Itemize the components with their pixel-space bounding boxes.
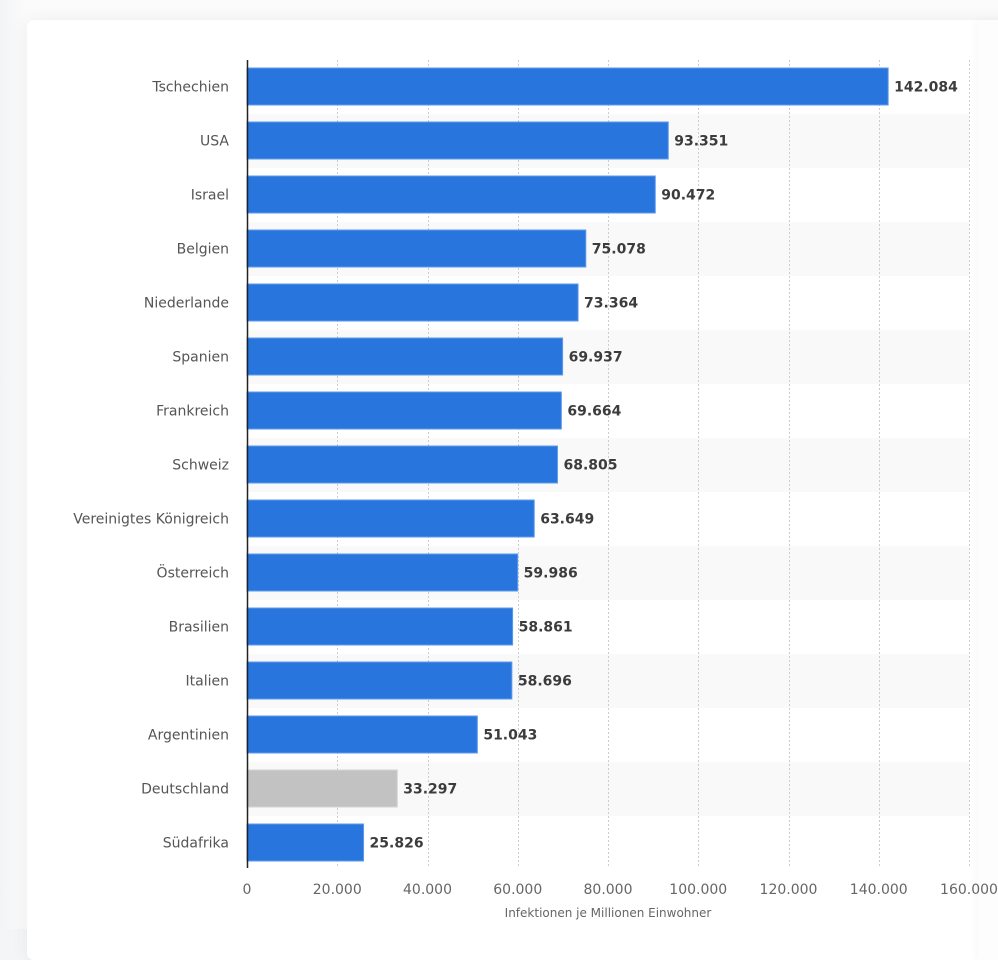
value-label: 69.937 xyxy=(569,350,623,366)
category-label: Belgien xyxy=(177,242,229,258)
value-labels: 142.084 93.351 90.472 75.078 73.364 69.937 69.… xyxy=(370,80,959,852)
category-label: Deutschland xyxy=(141,782,229,798)
value-label: 59.986 xyxy=(524,566,578,582)
category-label: Vereinigtes Königreich xyxy=(73,512,229,528)
bar-deutschland[interactable] xyxy=(246,769,398,808)
x-tick-label: 120.000 xyxy=(760,882,818,898)
value-label: 142.084 xyxy=(894,80,958,96)
category-label: Argentinien xyxy=(148,728,229,744)
category-label: Italien xyxy=(186,674,229,690)
bar-israel[interactable] xyxy=(246,175,656,214)
bar-tschechien[interactable] xyxy=(246,67,889,106)
category-label: Frankreich xyxy=(156,404,229,420)
category-label: Schweiz xyxy=(172,458,229,474)
bar-brasilien[interactable] xyxy=(246,607,514,646)
category-label: Niederlande xyxy=(144,296,229,312)
value-label: 68.805 xyxy=(563,458,617,474)
bar-usa[interactable] xyxy=(246,121,669,160)
bar-niederlande[interactable] xyxy=(246,283,579,322)
value-label: 75.078 xyxy=(592,242,646,258)
x-tick-labels: 0 20.000 40.000 60.000 80.000 100.000 120.000 1… xyxy=(243,882,998,898)
x-tick-label: 100.000 xyxy=(669,882,727,898)
category-label: Südafrika xyxy=(163,836,229,852)
bar-frankreich[interactable] xyxy=(246,391,562,430)
value-label: 25.826 xyxy=(370,836,424,852)
value-label: 63.649 xyxy=(540,512,594,528)
bar-vereinigtes-königreich[interactable] xyxy=(246,499,535,538)
side-panel xyxy=(978,20,998,960)
x-tick-label: 0 xyxy=(243,882,252,898)
bar-österreich[interactable] xyxy=(246,553,519,592)
value-label: 33.297 xyxy=(403,782,457,798)
value-label: 73.364 xyxy=(584,296,638,312)
bar-spanien[interactable] xyxy=(246,337,564,376)
bars xyxy=(246,67,889,862)
x-tick-label: 60.000 xyxy=(493,882,542,898)
category-label: Tschechien xyxy=(151,80,229,96)
category-label: Israel xyxy=(191,188,229,204)
bar-belgien[interactable] xyxy=(246,229,587,268)
x-tick-label: 140.000 xyxy=(850,882,908,898)
value-label: 93.351 xyxy=(674,134,728,150)
bar-argentinien[interactable] xyxy=(246,715,478,754)
category-label: Österreich xyxy=(157,564,229,582)
category-label: USA xyxy=(200,134,229,150)
x-tick-label: 80.000 xyxy=(584,882,633,898)
x-tick-label: 40.000 xyxy=(403,882,452,898)
bar-italien[interactable] xyxy=(246,661,513,700)
x-tick-label: 160.000 xyxy=(940,882,998,898)
value-label: 69.664 xyxy=(567,404,621,420)
value-label: 51.043 xyxy=(483,728,537,744)
x-tick-label: 20.000 xyxy=(313,882,362,898)
bar-schweiz[interactable] xyxy=(246,445,558,484)
x-axis-title: Infektionen je Millionen Einwohner xyxy=(505,906,712,920)
category-labels: Tschechien USA Israel Belgien Niederlande Spa… xyxy=(73,80,229,852)
value-label: 58.696 xyxy=(518,674,572,690)
value-label: 58.861 xyxy=(519,620,573,636)
value-label: 90.472 xyxy=(661,188,715,204)
bar-chart: Tschechien USA Israel Belgien Niederlande Spa… xyxy=(73,60,998,920)
bar-südafrika[interactable] xyxy=(246,823,365,862)
category-label: Spanien xyxy=(172,350,229,366)
category-label: Brasilien xyxy=(169,620,229,636)
